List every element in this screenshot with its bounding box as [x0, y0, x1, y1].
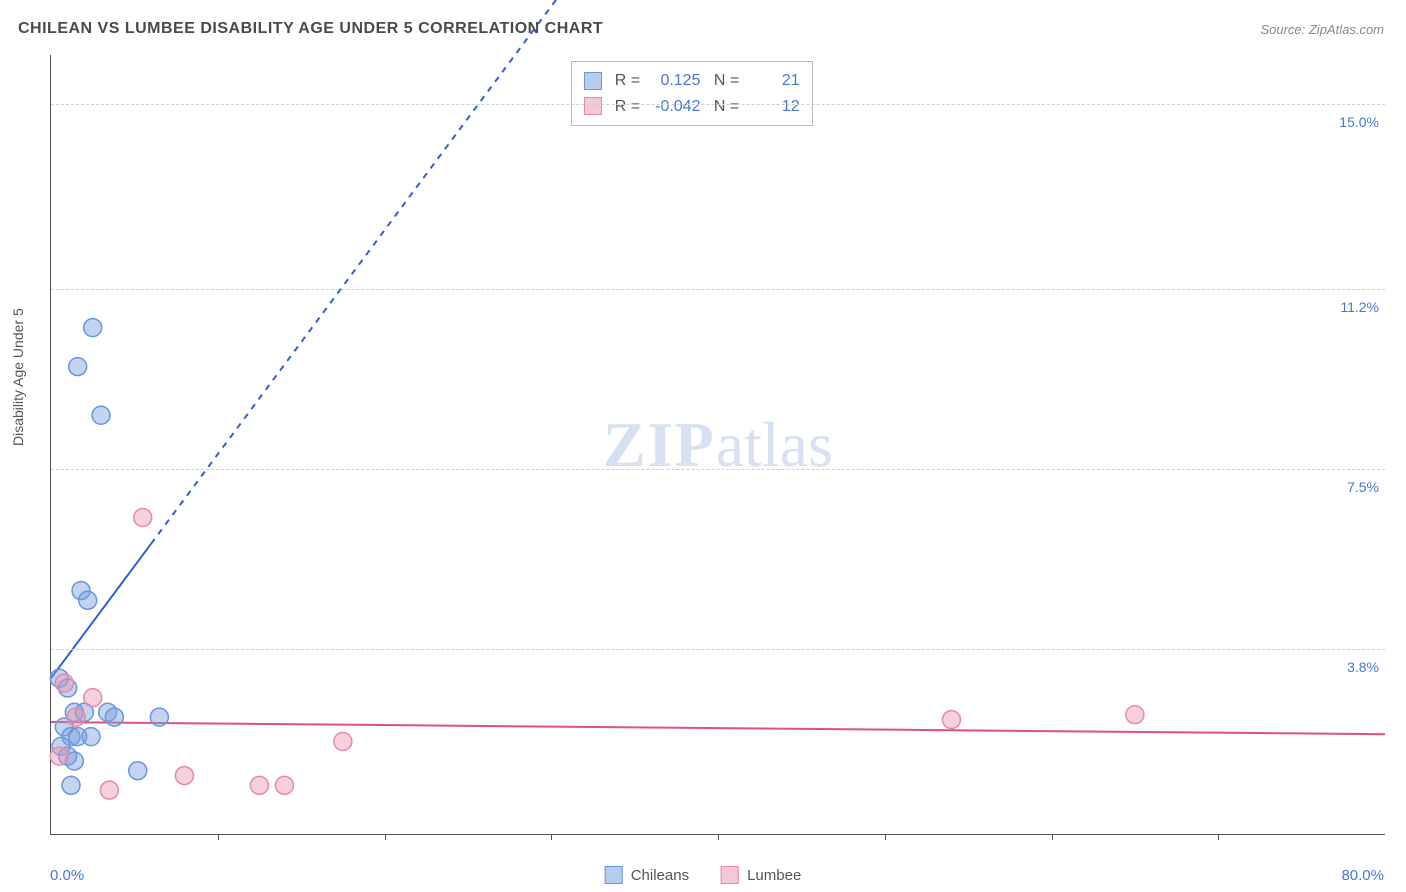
y-axis-label: Disability Age Under 5 [10, 308, 26, 446]
y-tick-label: 7.5% [1339, 479, 1379, 495]
lumbee-point [942, 711, 960, 729]
legend-swatch [584, 72, 602, 90]
legend-item: Lumbee [721, 866, 801, 884]
chilean-point [79, 591, 97, 609]
stats-box: R = 0.125 N = 21 R = -0.042 N = 12 [571, 61, 812, 126]
plot-area: ZIPatlas R = 0.125 N = 21 R = -0.042 N =… [50, 55, 1385, 835]
x-axis-min-label: 0.0% [50, 867, 84, 884]
x-tick [1052, 834, 1053, 840]
plot-svg [51, 55, 1385, 834]
chilean-point [150, 708, 168, 726]
chilean-point [62, 776, 80, 794]
legend-swatch [721, 866, 739, 884]
lumbee-point [134, 509, 152, 527]
x-tick [1218, 834, 1219, 840]
bottom-legend: Chileans Lumbee [605, 866, 802, 884]
gridline [51, 649, 1385, 650]
legend-label: Chileans [631, 867, 689, 884]
trend-line [51, 722, 1385, 734]
x-tick [718, 834, 719, 840]
lumbee-point [175, 767, 193, 785]
x-tick [218, 834, 219, 840]
x-axis-max-label: 80.0% [1341, 867, 1384, 884]
y-tick-label: 11.2% [1332, 299, 1379, 315]
chilean-point [92, 406, 110, 424]
legend-item: Chileans [605, 866, 689, 884]
chilean-point [105, 708, 123, 726]
lumbee-point [50, 747, 68, 765]
trend-line [51, 544, 151, 678]
chilean-point [69, 358, 87, 376]
x-tick [551, 834, 552, 840]
stats-row: R = -0.042 N = 12 [584, 94, 799, 120]
legend-label: Lumbee [747, 867, 801, 884]
lumbee-point [100, 781, 118, 799]
chilean-point [129, 762, 147, 780]
lumbee-point [275, 776, 293, 794]
chart-title: CHILEAN VS LUMBEE DISABILITY AGE UNDER 5… [18, 20, 603, 38]
y-tick-label: 15.0% [1331, 114, 1379, 130]
legend-swatch [584, 97, 602, 115]
stats-row: R = 0.125 N = 21 [584, 68, 799, 94]
x-tick [885, 834, 886, 840]
y-tick-label: 3.8% [1339, 659, 1379, 675]
lumbee-point [67, 708, 85, 726]
x-tick [385, 834, 386, 840]
chilean-point [84, 319, 102, 337]
lumbee-point [1126, 706, 1144, 724]
chilean-point [82, 728, 100, 746]
lumbee-point [55, 674, 73, 692]
source-attribution: Source: ZipAtlas.com [1260, 22, 1384, 37]
lumbee-point [334, 732, 352, 750]
lumbee-point [250, 776, 268, 794]
lumbee-point [84, 689, 102, 707]
gridline [51, 469, 1385, 470]
gridline [51, 289, 1385, 290]
legend-swatch [605, 866, 623, 884]
gridline [51, 104, 1385, 105]
